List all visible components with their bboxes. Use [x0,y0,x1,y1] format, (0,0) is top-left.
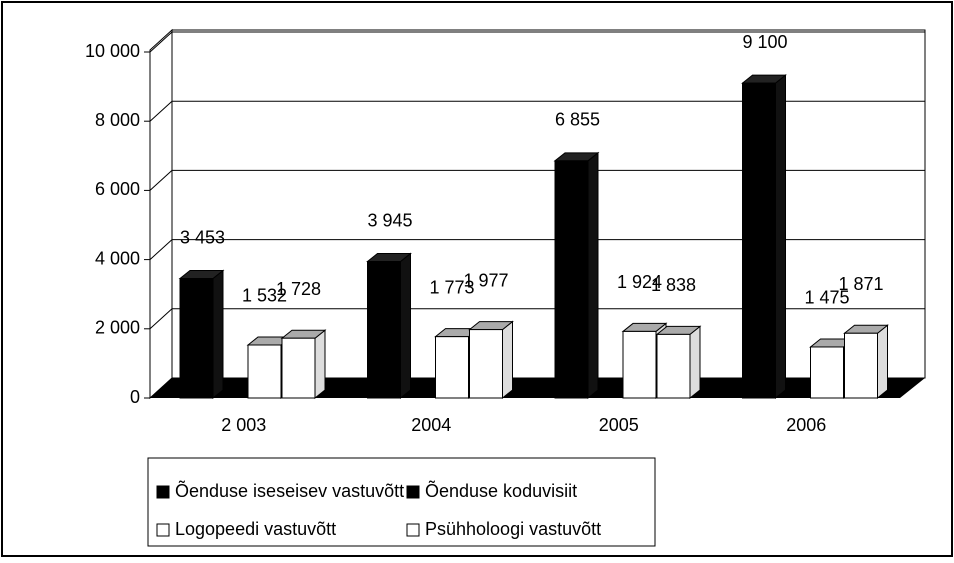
y-tick-label: 6 000 [95,179,140,199]
x-tick-label: 2 003 [221,415,266,435]
legend-swatch [406,523,420,537]
side-wall [149,28,173,400]
bar-side [775,74,786,400]
grid-line [149,170,173,191]
y-tick-label: 2 000 [95,318,140,338]
data-label: 1 871 [838,274,883,294]
grid-line [149,31,173,53]
bar [622,330,657,399]
data-label: 3 945 [367,210,412,230]
bar-side [877,324,888,400]
legend [147,457,656,547]
floor [150,378,925,398]
y-tick-label: 4 000 [95,248,140,268]
data-label: 3 453 [180,227,225,247]
data-label: 1 977 [463,270,508,290]
legend-swatch [156,523,170,537]
grid-line [149,308,173,330]
x-tick-label: 2006 [786,415,826,435]
data-label: 1 728 [276,279,321,299]
legend-swatch [406,485,420,499]
back-wall [171,29,926,379]
legend-label: Psühholoogi vastuvõtt [425,519,601,539]
legend-label: Logopeedi vastuvõtt [175,519,336,539]
data-label: 1 773 [429,277,474,297]
data-label: 1 532 [242,286,287,306]
bar [179,278,214,399]
bar-side [400,252,411,400]
bar-side [502,320,513,400]
x-tick-label: 2004 [411,415,451,435]
bar [367,261,401,399]
legend-swatch [156,485,170,499]
bar [742,82,776,399]
x-tick-label: 2005 [599,415,639,435]
bar [656,333,691,399]
y-tick-label: 0 [130,387,140,407]
data-label: 1 838 [651,275,696,295]
legend-label: Õenduse iseseisev vastuvõtt [175,480,404,501]
data-label: 1 475 [804,288,849,308]
grid-line [149,100,173,122]
legend-label: Õenduse koduvisiit [425,480,577,501]
bar [469,329,503,399]
bar [810,346,844,399]
bar [554,160,589,399]
data-label: 1 924 [617,272,662,292]
y-tick-label: 10 000 [85,41,140,61]
bar-side [314,329,326,400]
bar [435,336,469,399]
bar [247,344,282,399]
y-tick-label: 8 000 [95,110,140,130]
bar [844,332,878,399]
data-label: 9 100 [742,32,787,52]
bar-side [212,269,224,400]
bar [281,337,316,399]
grid-line [149,239,173,260]
data-label: 6 855 [555,110,600,130]
bar-side [689,325,701,400]
bar-side [587,151,599,400]
